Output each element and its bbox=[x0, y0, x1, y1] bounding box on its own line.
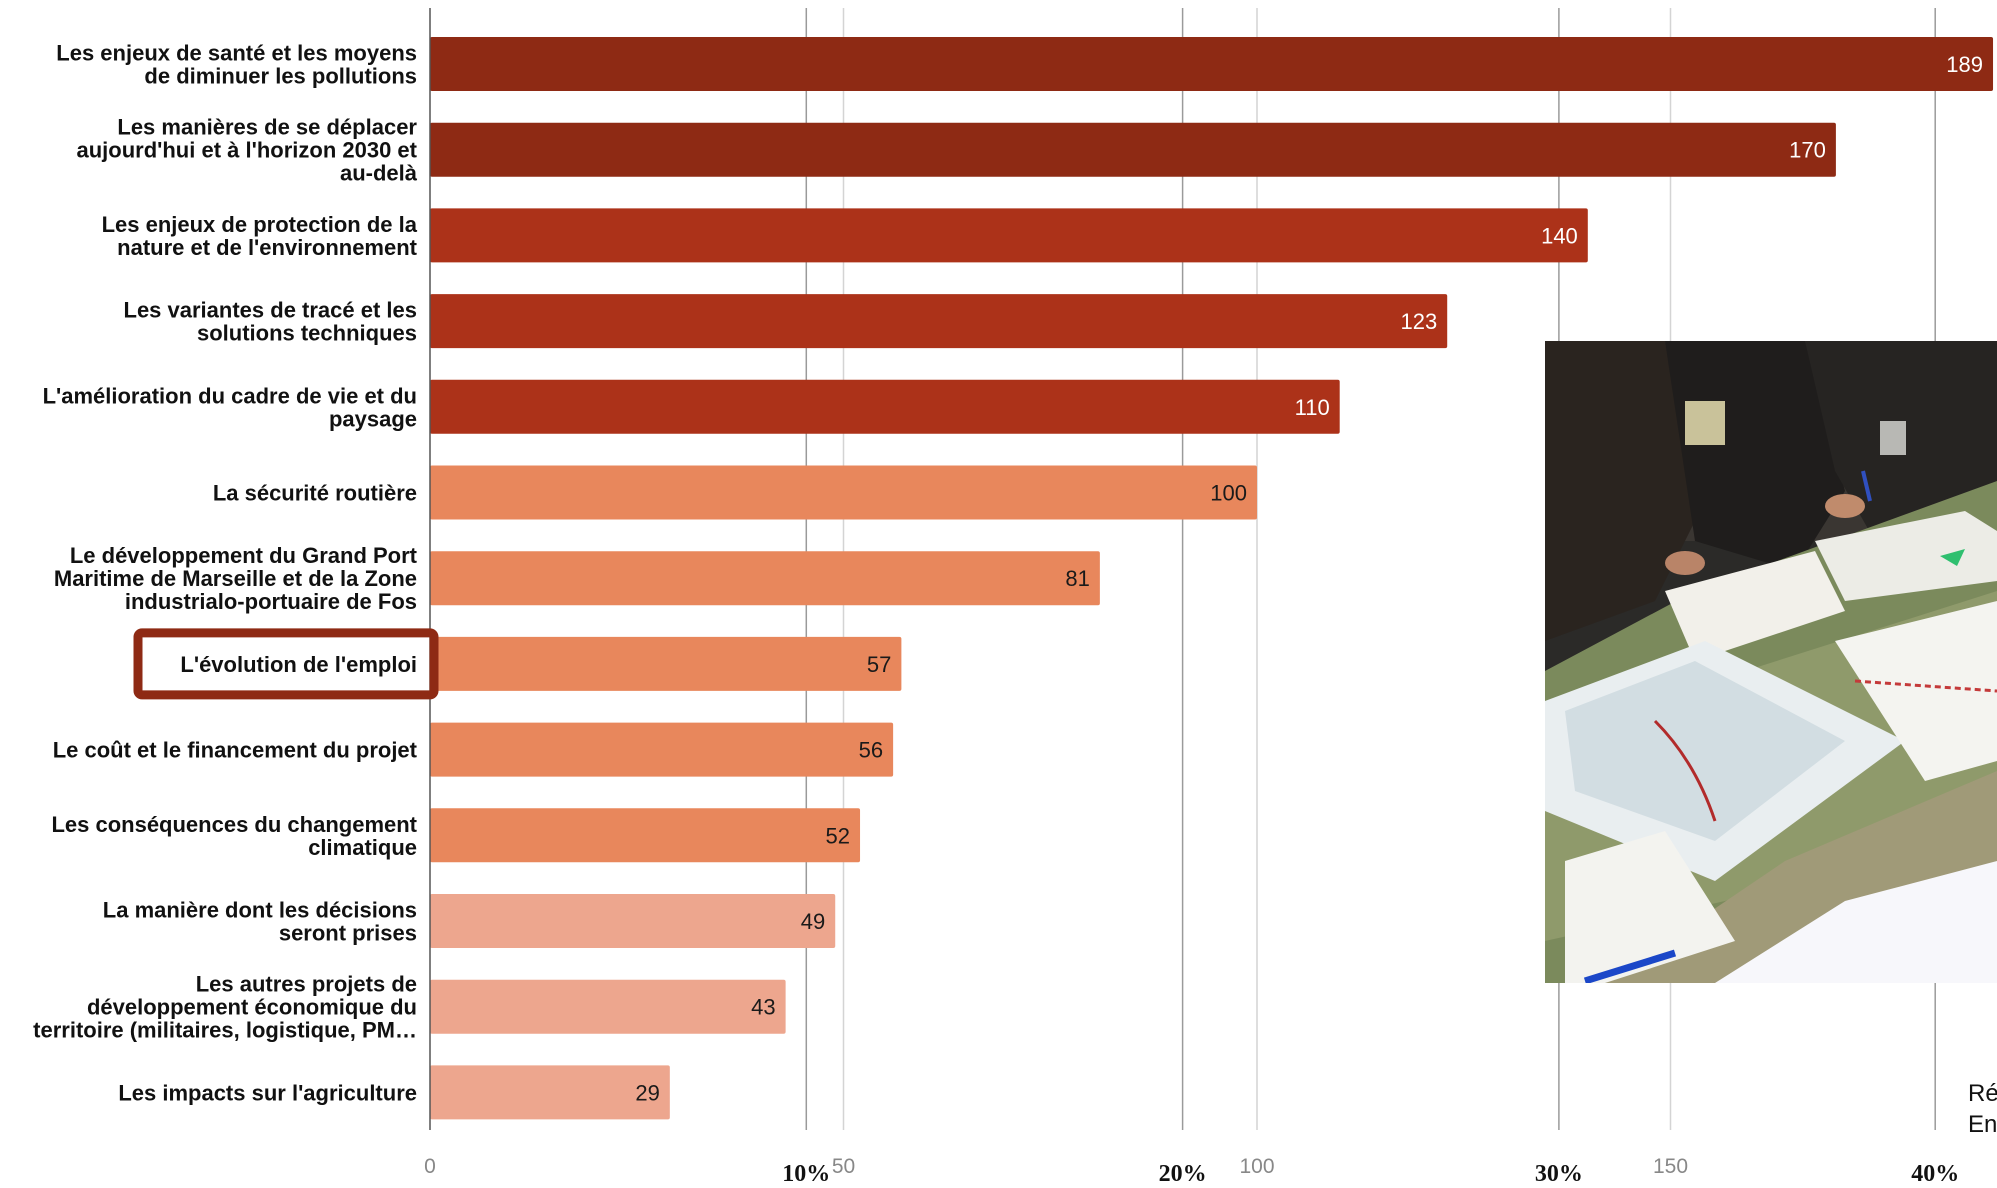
bar-value-label: 29 bbox=[635, 1080, 659, 1105]
photo-caption: Ré En bbox=[1968, 1078, 1997, 1140]
x-tick-label: 0 bbox=[424, 1155, 436, 1178]
x-tick-label: 50 bbox=[832, 1155, 855, 1178]
category-label: L'amélioration du cadre de vie et du bbox=[43, 383, 417, 408]
category-label: paysage bbox=[329, 406, 417, 431]
bar bbox=[430, 979, 786, 1034]
category-label: développement économique du bbox=[87, 995, 417, 1020]
bar-value-label: 49 bbox=[801, 909, 825, 934]
bar bbox=[430, 379, 1340, 434]
category-label: Les enjeux de santé et les moyens bbox=[56, 41, 417, 66]
bar-value-label: 43 bbox=[751, 995, 775, 1020]
bar-value-label: 110 bbox=[1295, 395, 1330, 420]
bar bbox=[430, 551, 1100, 606]
category-label: Les conséquences du changement bbox=[51, 812, 417, 837]
bar-value-label: 100 bbox=[1210, 481, 1247, 506]
caption-line: En bbox=[1968, 1111, 1997, 1138]
bar bbox=[430, 122, 1836, 177]
highlight-box bbox=[133, 628, 439, 700]
meeting-photo bbox=[1545, 341, 1997, 983]
category-label: nature et de l'environnement bbox=[117, 235, 418, 260]
category-label: Le développement du Grand Port bbox=[70, 543, 418, 568]
bar bbox=[430, 808, 861, 863]
bar bbox=[430, 465, 1257, 520]
percent-tick-label: 30% bbox=[1535, 1161, 1583, 1187]
bar bbox=[430, 294, 1448, 349]
category-label: solutions techniques bbox=[197, 321, 417, 346]
percent-tick-label: 10% bbox=[782, 1161, 830, 1187]
category-label: au-delà bbox=[340, 161, 418, 186]
bar-value-label: 52 bbox=[826, 823, 850, 848]
category-label: Les autres projets de bbox=[196, 972, 417, 997]
bar bbox=[430, 636, 902, 691]
bar-value-label: 81 bbox=[1065, 566, 1089, 591]
bar bbox=[430, 37, 1994, 91]
category-label: Le coût et le financement du projet bbox=[53, 738, 418, 763]
category-label: seront prises bbox=[279, 921, 417, 946]
category-label: de diminuer les pollutions bbox=[144, 64, 417, 89]
bar-value-label: 57 bbox=[867, 652, 891, 677]
category-label: Les manières de se déplacer bbox=[117, 115, 417, 140]
caption-line: Ré bbox=[1968, 1080, 1997, 1107]
category-label: aujourd'hui et à l'horizon 2030 et bbox=[76, 138, 417, 163]
category-label: La sécurité routière bbox=[213, 481, 417, 506]
bar-value-label: 123 bbox=[1400, 309, 1437, 334]
category-label: La manière dont les décisions bbox=[103, 898, 417, 923]
percent-tick-label: 40% bbox=[1911, 1161, 1959, 1187]
bar-value-label: 140 bbox=[1541, 223, 1578, 248]
category-label: Les variantes de tracé et les bbox=[124, 298, 418, 323]
bar bbox=[430, 894, 836, 948]
category-label: L'évolution de l'emploi bbox=[180, 652, 417, 677]
bar bbox=[430, 1065, 670, 1120]
x-tick-label: 100 bbox=[1239, 1155, 1274, 1178]
percent-tick-label: 20% bbox=[1159, 1161, 1207, 1187]
category-label: industrialo-portuaire de Fos bbox=[125, 589, 417, 614]
category-label: Les enjeux de protection de la bbox=[102, 212, 418, 237]
category-label: climatique bbox=[308, 835, 417, 860]
category-label: Les impacts sur l'agriculture bbox=[118, 1080, 417, 1105]
bar-value-label: 56 bbox=[859, 738, 883, 763]
bar bbox=[430, 722, 894, 777]
bar bbox=[430, 208, 1588, 263]
bar-value-label: 170 bbox=[1789, 138, 1826, 163]
category-label: territoire (militaires, logistique, PM… bbox=[33, 1018, 417, 1043]
category-label: Maritime de Marseille et de la Zone bbox=[54, 566, 417, 591]
bar-value-label: 189 bbox=[1946, 52, 1983, 77]
x-tick-label: 150 bbox=[1653, 1155, 1688, 1178]
